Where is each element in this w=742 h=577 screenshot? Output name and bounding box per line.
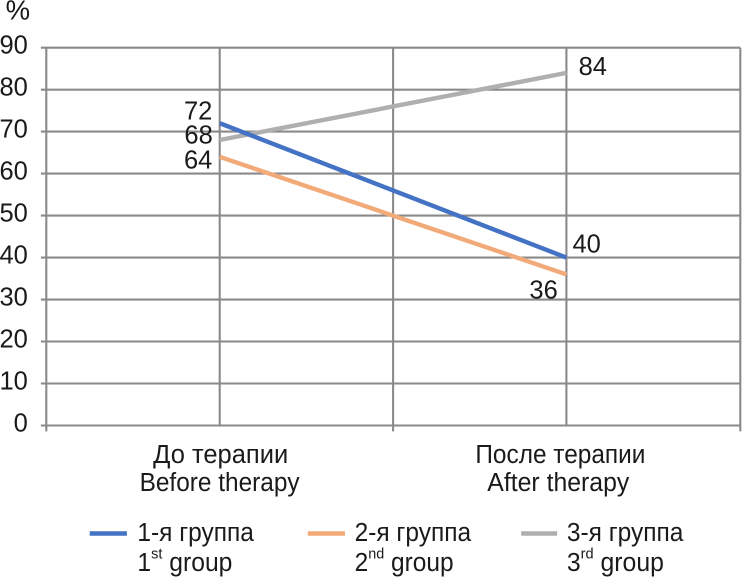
svg-text:70: 70 xyxy=(0,116,28,144)
svg-text:60: 60 xyxy=(0,158,28,186)
svg-text:2-я группа: 2-я группа xyxy=(355,519,472,547)
svg-text:20: 20 xyxy=(0,326,28,354)
svg-text:0: 0 xyxy=(14,410,28,438)
svg-text:90: 90 xyxy=(0,32,28,60)
svg-text:30: 30 xyxy=(0,284,28,312)
svg-text:After therapy: After therapy xyxy=(487,469,629,497)
svg-text:80: 80 xyxy=(0,74,28,102)
svg-text:10: 10 xyxy=(0,368,28,396)
svg-text:40: 40 xyxy=(0,242,28,270)
svg-text:84: 84 xyxy=(579,53,607,81)
svg-text:68: 68 xyxy=(184,121,212,149)
svg-text:После терапии: После терапии xyxy=(475,441,645,469)
svg-text:3-я группа: 3-я группа xyxy=(567,519,684,547)
svg-text:%: % xyxy=(6,0,30,25)
svg-text:До терапии: До терапии xyxy=(153,441,288,469)
svg-text:64: 64 xyxy=(184,146,212,174)
svg-text:36: 36 xyxy=(529,277,557,305)
svg-text:40: 40 xyxy=(573,231,601,259)
svg-text:50: 50 xyxy=(0,200,28,228)
svg-text:72: 72 xyxy=(184,98,212,126)
svg-text:1-я группа: 1-я группа xyxy=(137,519,254,547)
svg-text:Before therapy: Before therapy xyxy=(140,469,300,497)
